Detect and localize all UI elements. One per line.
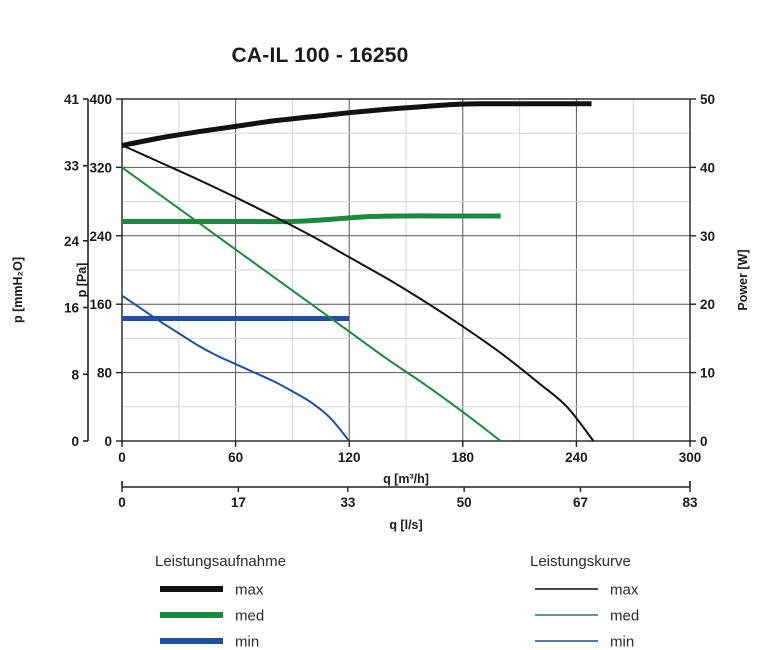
series-line-leistungskurve-med xyxy=(121,166,502,442)
legend-group-title: Leistungskurve xyxy=(530,553,631,570)
svg-text:0: 0 xyxy=(118,450,126,465)
svg-text:10: 10 xyxy=(700,366,715,381)
gridlines xyxy=(121,98,691,442)
svg-text:Power [W]: Power [W] xyxy=(736,249,750,310)
svg-text:8: 8 xyxy=(71,367,79,382)
series-line-leistungsaufnahme-max xyxy=(121,101,592,148)
legend-group-title: Leistungsaufnahme xyxy=(155,553,286,570)
legend: Leistungsaufnahme max med min Leistungskurve… xyxy=(155,553,639,650)
svg-text:0: 0 xyxy=(71,434,79,449)
series-lines xyxy=(121,101,595,442)
chart-title: CA-IL 100 - 16250 xyxy=(231,44,409,67)
legend-label-max: max xyxy=(610,582,639,599)
svg-text:16: 16 xyxy=(64,301,80,316)
svg-text:17: 17 xyxy=(231,495,246,510)
svg-text:240: 240 xyxy=(565,450,588,465)
series-line-leistungskurve-max xyxy=(121,144,595,442)
svg-text:83: 83 xyxy=(682,495,698,510)
svg-text:120: 120 xyxy=(338,450,361,465)
svg-text:q [m³/h]: q [m³/h] xyxy=(383,472,429,486)
svg-text:50: 50 xyxy=(700,92,715,107)
svg-text:0: 0 xyxy=(118,495,126,510)
axis-labels: p [mmH₂O] p [Pa] Power [W] q [m³/h] q [l/s] xyxy=(11,249,750,532)
svg-text:p [Pa]: p [Pa] xyxy=(75,263,89,298)
svg-text:80: 80 xyxy=(97,366,112,381)
svg-text:24: 24 xyxy=(64,234,80,249)
svg-text:33: 33 xyxy=(340,495,356,510)
svg-text:50: 50 xyxy=(457,495,472,510)
svg-text:320: 320 xyxy=(89,160,112,175)
legend-label-med: med xyxy=(610,608,639,625)
legend-label-min: min xyxy=(610,634,634,650)
svg-text:p [mmH₂O]: p [mmH₂O] xyxy=(11,257,25,323)
svg-text:240: 240 xyxy=(89,229,112,244)
svg-text:160: 160 xyxy=(89,297,112,312)
svg-text:300: 300 xyxy=(679,450,702,465)
axis-ticks: 0 8 16 24 33 41 0 80 160 240 320 400 0 10 20 30 40 50 0 60 1… xyxy=(64,92,715,510)
svg-text:60: 60 xyxy=(228,450,243,465)
svg-text:30: 30 xyxy=(700,229,715,244)
svg-text:0: 0 xyxy=(700,434,708,449)
svg-text:q [l/s]: q [l/s] xyxy=(389,518,422,532)
svg-text:0: 0 xyxy=(104,434,112,449)
svg-text:400: 400 xyxy=(89,92,112,107)
legend-label-med: med xyxy=(235,608,264,625)
svg-text:41: 41 xyxy=(64,92,80,107)
svg-text:67: 67 xyxy=(573,495,588,510)
plot-frame xyxy=(121,98,691,442)
svg-text:40: 40 xyxy=(700,160,715,175)
svg-text:33: 33 xyxy=(64,159,80,174)
legend-label-max: max xyxy=(235,582,264,599)
series-line-leistungskurve-min xyxy=(121,294,350,442)
legend-label-min: min xyxy=(235,634,259,650)
svg-text:20: 20 xyxy=(700,297,715,312)
svg-text:180: 180 xyxy=(452,450,475,465)
